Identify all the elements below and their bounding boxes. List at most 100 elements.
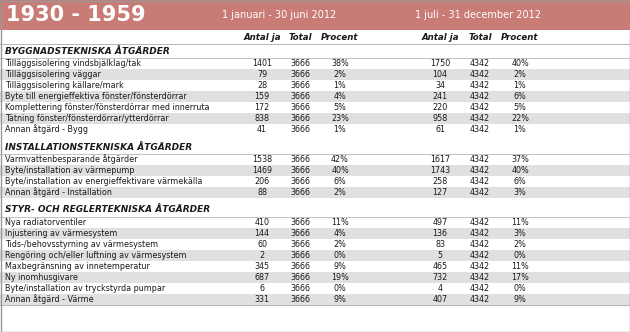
Text: 4342: 4342 — [470, 125, 490, 134]
Text: 3666: 3666 — [290, 59, 310, 68]
Text: 17%: 17% — [511, 273, 529, 282]
Text: 3666: 3666 — [290, 166, 310, 175]
Text: 3666: 3666 — [290, 155, 310, 164]
Bar — [0, 239, 630, 250]
Text: 2%: 2% — [333, 188, 347, 197]
Text: BYGGNADSTEKNISKA ÅTGÄRDER: BYGGNADSTEKNISKA ÅTGÄRDER — [5, 46, 169, 55]
Text: 4342: 4342 — [470, 251, 490, 260]
Bar — [0, 124, 630, 135]
Text: 40%: 40% — [511, 59, 529, 68]
Text: 258: 258 — [432, 177, 448, 186]
Text: 4342: 4342 — [470, 262, 490, 271]
Text: 6%: 6% — [513, 177, 527, 186]
Text: Maxbegränsning av innetemperatur: Maxbegränsning av innetemperatur — [5, 262, 150, 271]
Text: 40%: 40% — [511, 166, 529, 175]
Text: 958: 958 — [432, 114, 448, 123]
Text: 5%: 5% — [333, 103, 347, 112]
Bar — [0, 261, 630, 272]
Text: Tilläggsisolering källare/mark: Tilläggsisolering källare/mark — [5, 81, 123, 90]
Text: 3666: 3666 — [290, 125, 310, 134]
Text: 9%: 9% — [333, 262, 347, 271]
Text: 1750: 1750 — [430, 59, 450, 68]
Text: 1930 - 1959: 1930 - 1959 — [6, 5, 146, 25]
Text: 4%: 4% — [334, 229, 347, 238]
Text: Procent: Procent — [501, 33, 539, 42]
Text: 3666: 3666 — [290, 114, 310, 123]
Text: 2: 2 — [260, 251, 265, 260]
Text: 1617: 1617 — [430, 155, 450, 164]
Text: Byte/installation av tryckstyrda pumpar: Byte/installation av tryckstyrda pumpar — [5, 284, 165, 293]
Text: 42%: 42% — [331, 155, 349, 164]
Text: 172: 172 — [255, 103, 270, 112]
Text: Komplettering fönster/fönsterdörrar med innerruta: Komplettering fönster/fönsterdörrar med … — [5, 103, 210, 112]
Text: 3666: 3666 — [290, 284, 310, 293]
Text: 838: 838 — [255, 114, 270, 123]
Text: 5: 5 — [437, 251, 442, 260]
Text: 1401: 1401 — [252, 59, 272, 68]
Bar — [0, 58, 630, 69]
Text: Annan åtgärd - Bygg: Annan åtgärd - Bygg — [5, 124, 88, 134]
Text: 2%: 2% — [513, 240, 527, 249]
Text: 37%: 37% — [511, 155, 529, 164]
Text: Antal ja: Antal ja — [243, 33, 281, 42]
Bar — [0, 228, 630, 239]
Bar — [0, 102, 630, 113]
Text: 1%: 1% — [513, 125, 527, 134]
Text: 1743: 1743 — [430, 166, 450, 175]
Bar — [0, 272, 630, 283]
Text: 407: 407 — [432, 295, 447, 304]
Text: 4342: 4342 — [470, 188, 490, 197]
Text: 104: 104 — [433, 70, 447, 79]
Text: 241: 241 — [432, 92, 447, 101]
Text: 4: 4 — [437, 284, 442, 293]
Text: Nya radiatorventiler: Nya radiatorventiler — [5, 218, 86, 227]
Text: 1%: 1% — [334, 81, 347, 90]
Text: 11%: 11% — [511, 262, 529, 271]
Text: 4342: 4342 — [470, 284, 490, 293]
Bar — [0, 187, 630, 198]
Text: Total: Total — [468, 33, 492, 42]
Text: 28: 28 — [257, 81, 267, 90]
Text: 220: 220 — [432, 103, 448, 112]
Text: Byte till energieffektiva fönster/fönsterdörrar: Byte till energieffektiva fönster/fönste… — [5, 92, 186, 101]
Text: 2%: 2% — [333, 70, 347, 79]
Text: 6%: 6% — [513, 92, 527, 101]
Text: 6%: 6% — [334, 177, 347, 186]
Text: Tätning fönster/fönsterdörrar/ytterdörrar: Tätning fönster/fönsterdörrar/ytterdörra… — [5, 114, 169, 123]
Text: 497: 497 — [432, 218, 448, 227]
Text: 34: 34 — [435, 81, 445, 90]
Bar — [0, 113, 630, 124]
Text: Tilläggsisolering vindsbjälklag/tak: Tilläggsisolering vindsbjälklag/tak — [5, 59, 141, 68]
Text: 22%: 22% — [511, 114, 529, 123]
Text: 732: 732 — [432, 273, 448, 282]
Text: 136: 136 — [433, 229, 447, 238]
Text: 11%: 11% — [331, 218, 349, 227]
Text: 3666: 3666 — [290, 92, 310, 101]
Text: 0%: 0% — [334, 284, 347, 293]
Text: 0%: 0% — [513, 251, 527, 260]
Text: 4342: 4342 — [470, 59, 490, 68]
Text: 3666: 3666 — [290, 240, 310, 249]
Text: 4342: 4342 — [470, 295, 490, 304]
Text: 83: 83 — [435, 240, 445, 249]
Text: Byte/installation av energieffektivare värmekälla: Byte/installation av energieffektivare v… — [5, 177, 202, 186]
Text: 465: 465 — [432, 262, 447, 271]
Bar — [0, 294, 630, 305]
Text: Varmvattenbesparande åtgärder: Varmvattenbesparande åtgärder — [5, 155, 137, 164]
Text: Annan åtgärd - Värme: Annan åtgärd - Värme — [5, 294, 94, 304]
Text: 3666: 3666 — [290, 177, 310, 186]
Text: 4342: 4342 — [470, 218, 490, 227]
Bar — [0, 154, 630, 165]
Text: 4342: 4342 — [470, 177, 490, 186]
Text: 4342: 4342 — [470, 273, 490, 282]
Text: STYR- OCH REGLERTEKNISKA ÅTGÄRDER: STYR- OCH REGLERTEKNISKA ÅTGÄRDER — [5, 206, 210, 214]
Text: 1%: 1% — [334, 125, 347, 134]
Text: 9%: 9% — [333, 295, 347, 304]
Text: Byte/installation av värmepump: Byte/installation av värmepump — [5, 166, 134, 175]
Text: 4%: 4% — [334, 92, 347, 101]
Text: 159: 159 — [255, 92, 270, 101]
Text: 331: 331 — [255, 295, 270, 304]
Text: 410: 410 — [255, 218, 270, 227]
Text: 4342: 4342 — [470, 70, 490, 79]
Text: 3666: 3666 — [290, 251, 310, 260]
